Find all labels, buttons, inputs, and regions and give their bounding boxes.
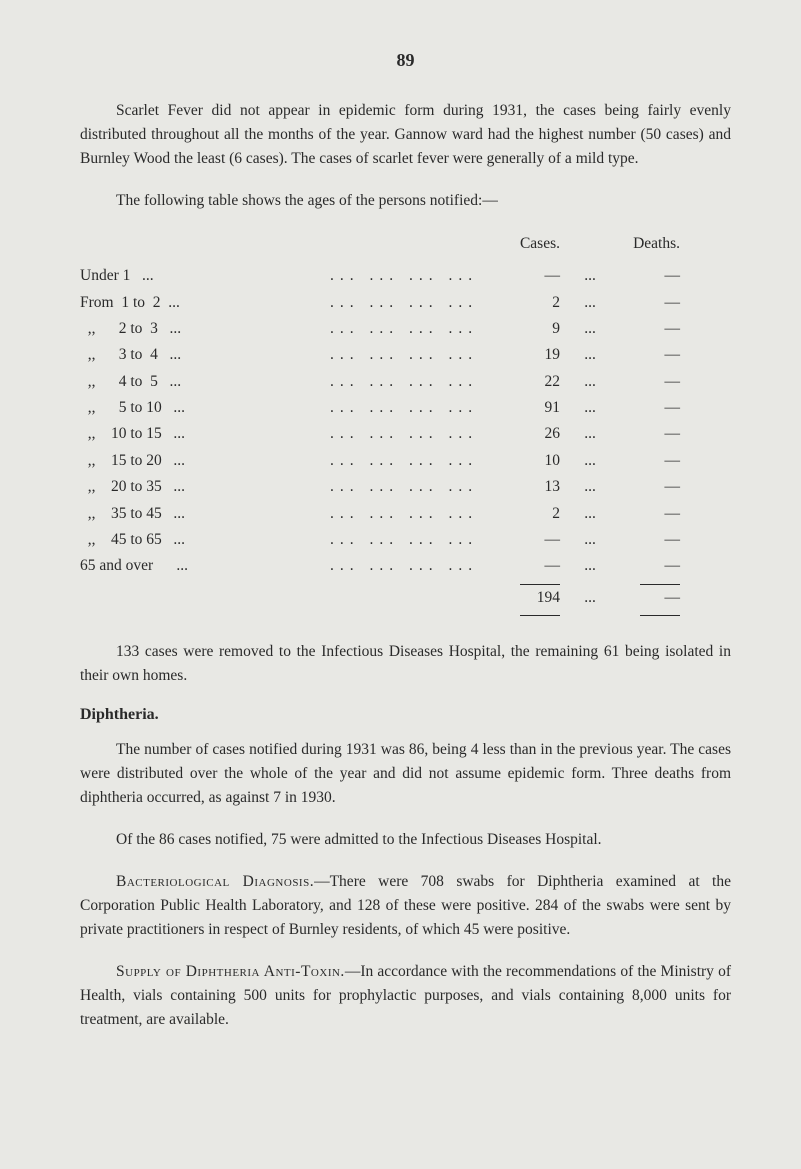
row-mid-dots: ...: [560, 421, 620, 447]
table-row: 65 and over ...... ... ... ...—...—: [80, 553, 731, 579]
table-row: ,, 20 to 35 ...... ... ... ...13...—: [80, 474, 731, 500]
diphtheria-paragraph-2: Of the 86 cases notified, 75 were admitt…: [80, 828, 731, 852]
total-deaths: —: [620, 585, 680, 611]
total-rule-bottom: [80, 613, 731, 616]
row-cases: 10: [480, 448, 560, 474]
diphtheria-paragraph-4: Supply of Diphtheria Anti-Toxin.—In acco…: [80, 960, 731, 1032]
row-label: Under 1 ...: [80, 263, 330, 289]
row-deaths: —: [620, 395, 680, 421]
row-deaths: —: [620, 474, 680, 500]
age-table: Cases. Deaths. Under 1 ...... ... ... ..…: [80, 231, 731, 616]
row-dots: ... ... ... ...: [330, 369, 480, 395]
table-row: ,, 35 to 45 ...... ... ... ...2...—: [80, 501, 731, 527]
page-number: 89: [80, 50, 731, 71]
row-mid-dots: ...: [560, 263, 620, 289]
row-mid-dots: ...: [560, 448, 620, 474]
row-deaths: —: [620, 316, 680, 342]
row-deaths: —: [620, 369, 680, 395]
supply-label: Supply of Diphtheria Anti-Toxin.: [116, 963, 345, 980]
row-cases: 13: [480, 474, 560, 500]
table-row: ,, 15 to 20 ...... ... ... ...10...—: [80, 448, 731, 474]
diphtheria-paragraph-3: Bacteriological Diagnosis.—There were 70…: [80, 870, 731, 942]
row-label: ,, 35 to 45 ...: [80, 501, 330, 527]
row-dots: ... ... ... ...: [330, 553, 480, 579]
row-label: ,, 20 to 35 ...: [80, 474, 330, 500]
table-row: ,, 5 to 10 ...... ... ... ...91...—: [80, 395, 731, 421]
row-dots: ... ... ... ...: [330, 421, 480, 447]
row-label: ,, 5 to 10 ...: [80, 395, 330, 421]
row-label: ,, 45 to 65 ...: [80, 527, 330, 553]
row-label: ,, 15 to 20 ...: [80, 448, 330, 474]
table-row: Under 1 ...... ... ... ...—...—: [80, 263, 731, 289]
row-cases: —: [480, 553, 560, 579]
row-cases: —: [480, 527, 560, 553]
row-label: From 1 to 2 ...: [80, 290, 330, 316]
row-dots: ... ... ... ...: [330, 263, 480, 289]
row-cases: 22: [480, 369, 560, 395]
intro-paragraph-2: The following table shows the ages of th…: [80, 189, 731, 213]
bacteriological-label: Bacteriological Diagnosis.: [116, 873, 314, 890]
table-row: ,, 45 to 65 ...... ... ... ...—...—: [80, 527, 731, 553]
row-cases: 26: [480, 421, 560, 447]
row-mid-dots: ...: [560, 474, 620, 500]
row-deaths: —: [620, 527, 680, 553]
row-cases: —: [480, 263, 560, 289]
row-dots: ... ... ... ...: [330, 290, 480, 316]
table-row: ,, 3 to 4 ...... ... ... ...19...—: [80, 342, 731, 368]
deaths-header: Deaths.: [620, 231, 680, 257]
table-header-row: Cases. Deaths.: [80, 231, 731, 257]
row-deaths: —: [620, 421, 680, 447]
diphtheria-heading: Diphtheria.: [80, 706, 731, 724]
total-cases: 194: [480, 585, 560, 611]
table-row: ,, 2 to 3 ...... ... ... ...9...—: [80, 316, 731, 342]
row-dots: ... ... ... ...: [330, 448, 480, 474]
row-deaths: —: [620, 448, 680, 474]
row-mid-dots: ...: [560, 342, 620, 368]
row-cases: 9: [480, 316, 560, 342]
row-deaths: —: [620, 501, 680, 527]
row-mid-dots: ...: [560, 501, 620, 527]
row-dots: ... ... ... ...: [330, 342, 480, 368]
row-dots: ... ... ... ...: [330, 395, 480, 421]
row-label: ,, 2 to 3 ...: [80, 316, 330, 342]
row-mid-dots: ...: [560, 553, 620, 579]
row-mid-dots: ...: [560, 369, 620, 395]
row-mid-dots: ...: [560, 395, 620, 421]
row-cases: 2: [480, 290, 560, 316]
table-row: ,, 4 to 5 ...... ... ... ...22...—: [80, 369, 731, 395]
row-dots: ... ... ... ...: [330, 316, 480, 342]
row-cases: 91: [480, 395, 560, 421]
row-cases: 2: [480, 501, 560, 527]
row-label: 65 and over ...: [80, 553, 330, 579]
row-label: ,, 10 to 15 ...: [80, 421, 330, 447]
total-row: 194 ... —: [80, 585, 731, 611]
row-deaths: —: [620, 342, 680, 368]
row-deaths: —: [620, 553, 680, 579]
row-label: ,, 4 to 5 ...: [80, 369, 330, 395]
row-dots: ... ... ... ...: [330, 527, 480, 553]
cases-header: Cases.: [480, 231, 560, 257]
row-label: ,, 3 to 4 ...: [80, 342, 330, 368]
row-cases: 19: [480, 342, 560, 368]
table-row: ,, 10 to 15 ...... ... ... ...26...—: [80, 421, 731, 447]
intro-paragraph-1: Scarlet Fever did not appear in epidemic…: [80, 99, 731, 171]
row-dots: ... ... ... ...: [330, 501, 480, 527]
diphtheria-paragraph-1: The number of cases notified during 1931…: [80, 738, 731, 810]
row-mid-dots: ...: [560, 527, 620, 553]
row-dots: ... ... ... ...: [330, 474, 480, 500]
table-row: From 1 to 2 ...... ... ... ...2...—: [80, 290, 731, 316]
row-deaths: —: [620, 263, 680, 289]
row-mid-dots: ...: [560, 316, 620, 342]
row-mid-dots: ...: [560, 290, 620, 316]
after-table-paragraph: 133 cases were removed to the Infectious…: [80, 640, 731, 688]
row-deaths: —: [620, 290, 680, 316]
